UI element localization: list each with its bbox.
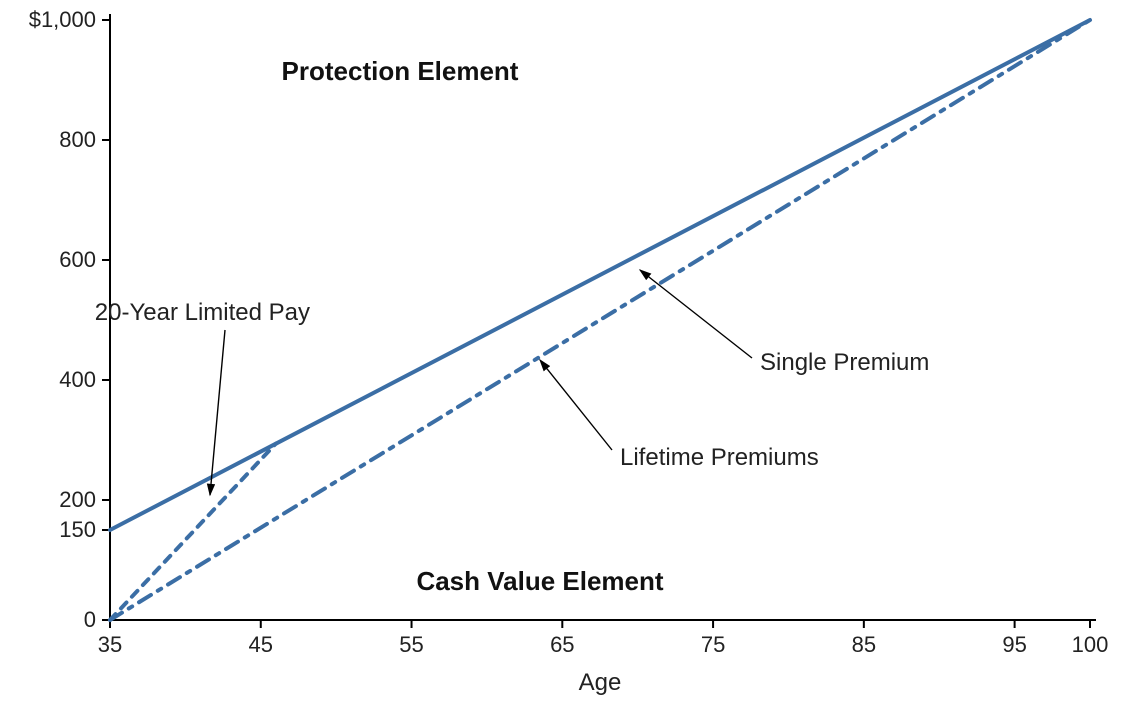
y-tick-label: 600 [59,247,96,272]
x-tick-label: 45 [249,632,273,657]
y-tick-label: 200 [59,487,96,512]
cash-value-element-label: Cash Value Element [416,566,663,596]
y-tick-label: 150 [59,517,96,542]
series-single-premium [110,20,1090,530]
protection-element-label: Protection Element [282,56,519,86]
x-tick-label: 35 [98,632,122,657]
x-tick-label: 55 [399,632,423,657]
x-tick-label: 95 [1002,632,1026,657]
x-tick-label: 65 [550,632,574,657]
y-tick-label: 800 [59,127,96,152]
x-tick-label: 85 [852,632,876,657]
y-tick-label: 400 [59,367,96,392]
series-20-year-limited-pay [110,444,276,620]
y-tick-label: $1,000 [29,7,96,32]
x-tick-label: 100 [1072,632,1109,657]
single-premium-arrow [640,270,752,358]
x-tick-label: 75 [701,632,725,657]
chart-container: 0 150 200 400 600 800 $1,000 35 45 55 65… [0,0,1128,703]
lifetime-premiums-arrow [540,360,612,450]
twenty-year-limited-pay-label: 20-Year Limited Pay [95,299,310,326]
x-axis-title: Age [579,669,622,696]
y-tick-label: 0 [84,607,96,632]
line-chart: 0 150 200 400 600 800 $1,000 35 45 55 65… [0,0,1128,703]
lifetime-premiums-label: Lifetime Premiums [620,444,819,471]
single-premium-label: Single Premium [760,349,929,376]
